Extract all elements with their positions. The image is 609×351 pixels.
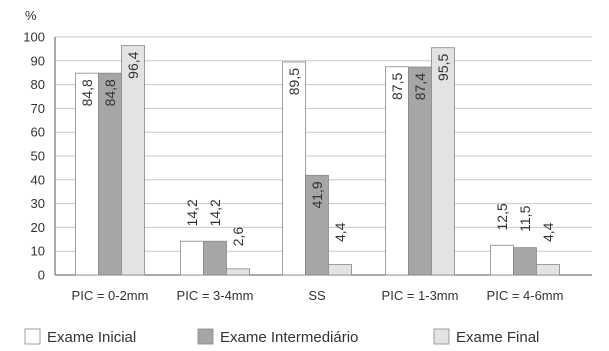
data-label: 87,4 [412,73,428,100]
data-label: 12,5 [494,203,510,230]
bar [226,268,250,276]
data-label: 84,8 [79,79,95,106]
bar [203,240,227,276]
x-axis: PIC = 0-2mm PIC = 3-4mm SS PIC = 1-3mm PIC =… [72,288,564,303]
x-category-label: PIC = 0-2mm [72,288,149,303]
y-tick-label: 80 [31,77,45,92]
x-category-label: PIC = 1-3mm [382,288,459,303]
bar [121,45,145,276]
data-label: 2,6 [230,227,246,247]
bar [328,264,352,276]
y-tick-label: 0 [38,268,45,283]
legend: Exame Inicial Exame Intermediário Exame Fi… [24,328,539,346]
data-label: 89,5 [286,68,302,95]
bar [431,47,455,276]
data-label: 95,5 [435,53,451,80]
data-label: 11,5 [517,205,533,231]
bar [282,61,306,276]
data-label: 84,8 [102,79,118,106]
y-tick-label: 20 [31,220,45,235]
data-label: 41,9 [309,181,325,208]
legend-label: Exame Final [456,329,539,346]
y-tick-label: 50 [31,149,45,164]
legend-swatch [24,328,41,345]
y-tick-label: 70 [31,101,45,116]
data-label: 96,4 [125,51,141,78]
legend-swatch [197,328,214,345]
data-label: 4,4 [332,222,348,242]
bar [536,264,560,276]
y-tick-label: 100 [23,30,45,45]
bar [180,240,204,276]
data-label: 14,2 [207,199,223,226]
y-tick-label: 40 [31,172,45,187]
legend-label: Exame Intermediário [220,329,358,346]
bars [75,45,560,276]
data-label: 14,2 [184,199,200,226]
y-tick-label: 30 [31,196,45,211]
data-label: 4,4 [540,222,556,242]
legend-swatch [433,328,450,345]
bar [305,174,329,276]
bar [513,247,537,276]
bar [490,244,514,276]
x-category-label: SS [308,288,326,303]
y-tick-label: 60 [31,125,45,140]
data-labels: 84,8 84,8 96,4 14,2 14,2 2,6 89,5 41,9 4,4 87,5 87… [79,51,556,246]
legend-label: Exame Inicial [47,329,136,346]
data-label: 87,5 [389,73,405,100]
y-tick-label: 90 [31,53,45,68]
y-axis-unit-label: % [25,8,37,23]
y-tick-label: 10 [31,244,45,259]
x-category-label: PIC = 4-6mm [487,288,564,303]
x-category-label: PIC = 3-4mm [177,288,254,303]
y-axis-ticks: 0 10 20 30 40 50 60 70 80 90 100 [23,30,45,283]
